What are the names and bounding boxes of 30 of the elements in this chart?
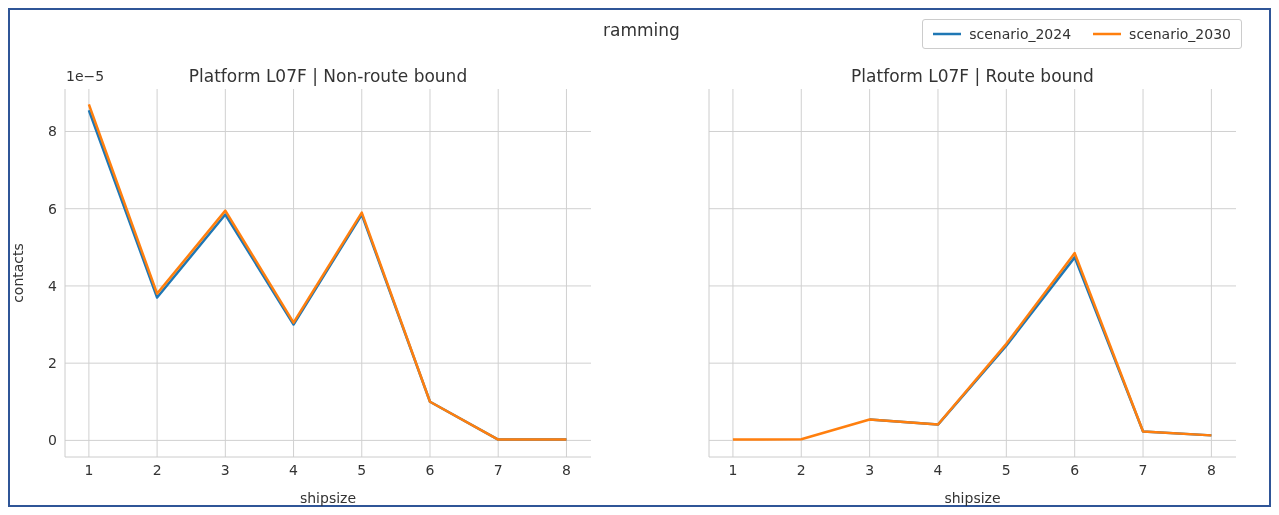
x-tick-label: 7 [1138, 461, 1148, 478]
x-tick-label: 4 [289, 461, 299, 478]
x-tick-label: 3 [865, 461, 875, 478]
x-tick-label: 3 [220, 461, 230, 478]
chart-title: Platform L07F | Route bound [850, 66, 1095, 86]
y-tick-label: 2 [48, 355, 57, 372]
legend-label: scenario_2030 [1129, 26, 1231, 42]
x-tick-label: 5 [357, 461, 367, 478]
x-tick-label: 6 [1070, 461, 1080, 478]
y-axis-title: contacts [9, 243, 26, 303]
x-tick-label: 6 [425, 461, 435, 478]
y-tick-label: 8 [48, 123, 57, 140]
x-tick-label: 4 [933, 461, 943, 478]
x-tick-label: 2 [796, 461, 806, 478]
x-tick-label: 8 [1206, 461, 1216, 478]
x-axis-title: shipsize [299, 490, 357, 506]
y-tick-label: 0 [48, 432, 57, 449]
legend-label: scenario_2024 [969, 26, 1072, 42]
x-tick-label: 7 [493, 461, 503, 478]
x-tick-label: 2 [152, 461, 162, 478]
text: ramming [603, 20, 680, 40]
x-axis-title: shipsize [944, 490, 1001, 506]
x-tick-label: 1 [84, 461, 94, 478]
x-tick-label: 8 [561, 461, 571, 478]
text: 1e−5 [66, 68, 105, 84]
x-tick-label: 5 [1001, 461, 1011, 478]
x-tick-label: 1 [728, 461, 738, 478]
chart-title: Platform L07F | Non-route bound [188, 66, 468, 86]
y-tick-label: 4 [48, 277, 58, 294]
y-tick-label: 6 [48, 200, 58, 217]
